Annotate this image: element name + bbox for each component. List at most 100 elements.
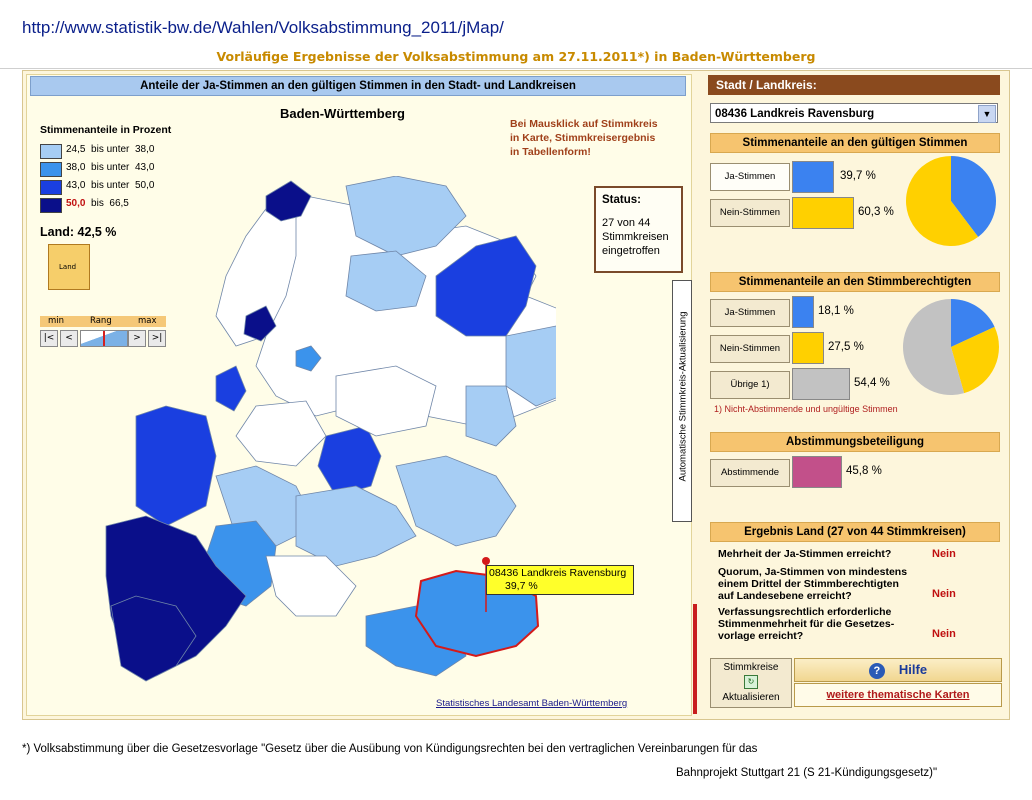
map-region-white-2[interactable] <box>235 400 327 467</box>
turnout-button[interactable]: Abstimmende <box>710 459 790 487</box>
chevron-down-icon[interactable]: ▼ <box>978 105 996 123</box>
map-region-ortenau[interactable] <box>135 405 217 527</box>
map-region-breisgau[interactable] <box>110 595 197 682</box>
district-header: Stadt / Landkreis: <box>708 75 1000 95</box>
rank-first-button[interactable]: |< <box>40 330 58 347</box>
map-region-ulm[interactable] <box>395 455 517 547</box>
map-region-hohenlohe[interactable] <box>435 235 537 337</box>
rank-next-button[interactable]: > <box>128 330 146 347</box>
map-region-reutlingen[interactable] <box>317 425 382 497</box>
footnote-line-2: Bahnprojekt Stuttgart 21 (S 21-Kündigung… <box>676 767 938 779</box>
eligible-other-bar <box>792 368 850 400</box>
state-result-header: Ergebnis Land (27 von 44 Stimmkreisen) <box>710 522 1000 542</box>
answer-constitutional: Nein <box>932 628 956 640</box>
refresh-icon: ↻ <box>744 675 758 689</box>
auto-update-toggle[interactable]: Automatische Stimmkreis-Aktualisierung <box>672 280 692 522</box>
map-region-stuttgart-city[interactable] <box>295 345 322 372</box>
legend-swatch <box>40 162 62 177</box>
status-text: 27 von 44 Stimmkreisen eingetroffen <box>602 217 669 257</box>
yes-votes-value: 39,7 % <box>840 170 876 182</box>
source-link[interactable]: Statistisches Landesamt Baden-Württember… <box>436 698 628 709</box>
eligible-yes-button[interactable]: Ja-Stimmen <box>710 299 790 327</box>
question-quorum: Quorum, Ja-Stimmen von mindestens einem D… <box>718 566 908 602</box>
pie-slice-1 <box>906 156 979 246</box>
auto-update-label: Automatische Stimmkreis-Aktualisierung <box>677 311 689 482</box>
tooltip-name: 08436 Landkreis Ravensburg <box>489 567 627 579</box>
pie-slice-1 <box>951 326 999 394</box>
no-votes-value: 60,3 % <box>858 206 894 218</box>
rank-slider[interactable] <box>80 330 128 347</box>
legend-text: 38,0 bis unter 43,0 <box>66 162 155 173</box>
status-box: Status: 27 von 44 Stimmkreisen eingetrof… <box>594 186 683 273</box>
eligible-yes-bar <box>792 296 814 328</box>
pie-slice-2 <box>903 299 965 395</box>
land-map-icon[interactable]: Land <box>48 244 90 290</box>
rank-label: Rang <box>90 316 112 326</box>
map-region-karlsruhe-city[interactable] <box>243 305 277 342</box>
map-header: Anteile der Ja-Stimmen an den gültigen S… <box>30 76 686 96</box>
legend-text: 24,5 bis unter 38,0 <box>66 144 155 155</box>
rank-min-label: min <box>48 316 65 326</box>
district-select[interactable]: 08436 Landkreis Ravensburg ▼ <box>710 103 998 123</box>
more-maps-link[interactable]: weitere thematische Karten <box>794 683 1002 707</box>
no-votes-button[interactable]: Nein-Stimmen <box>710 199 790 227</box>
eligible-no-button[interactable]: Nein-Stimmen <box>710 335 790 363</box>
pie-slice-0 <box>951 156 996 237</box>
rank-labels: min Rang max <box>40 316 166 327</box>
map-title: Baden-Württemberg <box>280 106 405 121</box>
map-region-heilbronn[interactable] <box>345 250 427 312</box>
map-region-white-1[interactable] <box>335 365 437 437</box>
yes-votes-bar <box>792 161 834 193</box>
question-majority: Mehrheit der Ja-Stimmen erreicht? <box>718 548 892 560</box>
legend-swatch <box>40 144 62 159</box>
eligible-other-value: 54,4 % <box>854 377 890 389</box>
footnote-line-1: *) Volksabstimmung über die Gesetzesvorl… <box>22 743 758 755</box>
map-region-rastatt[interactable] <box>215 365 247 412</box>
map-region-ostalb[interactable] <box>465 385 517 447</box>
page-subtitle: Vorläufige Ergebnisse der Volksabstimmun… <box>216 49 816 64</box>
choropleth-map[interactable] <box>96 176 556 696</box>
progress-indicator <box>693 604 697 714</box>
footnote-other: 1) Nicht-Abstimmende und ungültige Stimm… <box>714 404 898 414</box>
map-tooltip: 08436 Landkreis Ravensburg 39,7 % <box>486 565 634 595</box>
turnout-bar <box>792 456 842 488</box>
yes-votes-button[interactable]: Ja-Stimmen <box>710 163 790 191</box>
pie-slice-0 <box>951 299 995 347</box>
eligible-no-value: 27,5 % <box>828 341 864 353</box>
eligible-votes-header: Stimmenanteile an den Stimmberechtigten <box>710 272 1000 292</box>
legend-title: Stimmenanteile in Prozent <box>40 124 172 136</box>
map-hint: Bei Mausklick auf Stimmkreis in Karte, S… <box>510 118 658 158</box>
answer-quorum: Nein <box>932 588 956 600</box>
legend-swatch <box>40 180 62 195</box>
page-url[interactable]: http://www.statistik-bw.de/Wahlen/Volksa… <box>22 18 504 37</box>
divider <box>0 68 1032 69</box>
map-region-white-3[interactable] <box>265 555 357 617</box>
map-region-ne-lightblue[interactable] <box>345 176 467 257</box>
help-icon: ? <box>868 662 885 679</box>
map-region-mannheim[interactable] <box>265 180 312 222</box>
legend-text: 43,0 bis unter 50,0 <box>66 180 155 191</box>
eligible-yes-value: 18,1 % <box>818 305 854 317</box>
eligible-votes-pie <box>903 299 999 395</box>
legend-swatch <box>40 198 62 213</box>
rank-slider-marker <box>103 331 105 346</box>
rank-last-button[interactable]: >| <box>148 330 166 347</box>
update-districts-button[interactable]: Stimmkreise ↻ Aktualisieren <box>710 658 792 708</box>
valid-votes-header: Stimmenanteile an den gültigen Stimmen <box>710 133 1000 153</box>
question-constitutional: Verfassungsrechtlich erforderliche Stimme… <box>718 606 895 642</box>
turnout-header: Abstimmungsbeteiligung <box>710 432 1000 452</box>
eligible-no-bar <box>792 332 824 364</box>
rank-max-label: max <box>138 316 157 326</box>
help-button[interactable]: ? Hilfe <box>794 658 1002 682</box>
rank-prev-button[interactable]: < <box>60 330 78 347</box>
tooltip-value: 39,7 % <box>505 580 538 592</box>
eligible-other-button[interactable]: Übrige 1) <box>710 371 790 399</box>
no-votes-bar <box>792 197 854 229</box>
map-region-sigmaringen[interactable] <box>295 485 417 567</box>
turnout-value: 45,8 % <box>846 465 882 477</box>
answer-majority: Nein <box>932 548 956 560</box>
land-result: Land: 42,5 % <box>40 225 117 239</box>
status-title: Status: <box>602 194 641 206</box>
legend-text: 50,0 bis 66,5 <box>66 198 129 209</box>
land-icon-label: Land <box>59 263 77 271</box>
